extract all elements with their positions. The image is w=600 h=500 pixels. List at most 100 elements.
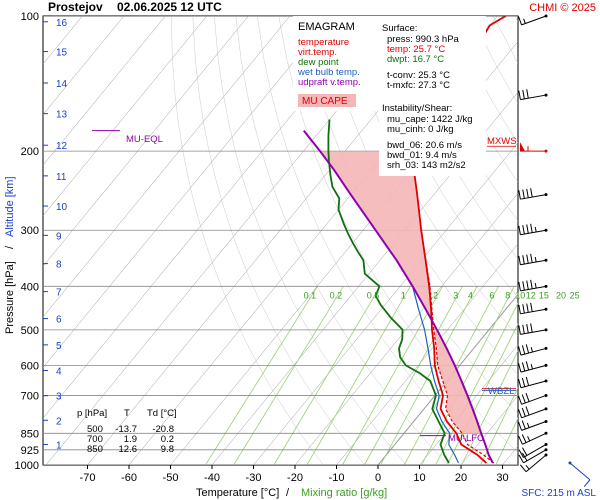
wind-barb-flag [521,377,526,387]
wind-barb-half-flag [523,18,526,24]
mixing-ratio-label: 12 [526,290,536,300]
wind-barb-base [544,346,548,350]
altitude-label: 16 [56,18,68,29]
x-tick-label: -10 [329,472,345,484]
wind-barb-flag [521,407,526,417]
y-tick-label: 600 [21,360,39,372]
mixing-ratio-label: 6 [489,290,494,300]
x-tick-label: -50 [163,472,179,484]
wind-barb-base [544,379,548,383]
legend-item-temperature: temperature [298,37,349,48]
wind-barb-base [544,258,548,262]
altitude-label: 9 [56,231,62,242]
wind-barb-staff [521,408,547,419]
wind-barb-half-flag [534,257,537,263]
wind-barb-base [544,328,548,332]
dry-adiabat-line [364,16,518,298]
mixing-ratio-label: 0.5 [367,290,380,300]
wind-barb-flag [522,304,525,314]
wind-barb [518,376,548,389]
surface-dwpt: dwpt: 16.7 °C [387,54,444,65]
y-axis-title-sep: / [4,245,16,249]
altitude-label: 4 [56,367,62,378]
wind-barb-flag [522,189,525,199]
wind-barb [518,419,548,431]
level-table: p [hPa] T Td [°C] 500 -13.7 -20.8 700 1.… [77,408,177,455]
altitude-label: 6 [56,315,62,326]
wind-barb-flag [526,188,529,198]
isotherm-line [336,243,518,465]
wind-barb-flag [518,190,521,200]
legend-title: EMAGRAM [298,21,355,33]
mixing-ratio-label: 8 [505,290,510,300]
info-box [379,16,486,176]
wind-barb-base [544,448,548,452]
legend-item-virt-temp: virt.temp. [298,47,337,58]
isotherm-line [377,293,518,465]
wind-barb-flag [521,434,527,443]
wind-barb-flag [519,464,527,473]
x-tick-label: 0 [375,472,381,484]
altitude-label: 14 [56,79,68,90]
wind-barb [518,223,548,236]
altitude-label: 5 [56,341,62,352]
wind-barb [568,461,591,487]
wind-barb [518,442,548,458]
wind-barb [518,431,548,445]
dry-adiabat-line [558,16,600,465]
wbzl-label: WBZL [488,386,514,397]
wind-barb-flag [530,188,533,198]
x-tick-label: 30 [496,472,508,484]
wind-barb-base [544,307,548,311]
dry-adiabat-line [385,16,518,260]
dry-adiabat-line [580,16,600,465]
wind-barb [518,392,548,405]
wind-barb-flag [525,344,530,354]
wind-barb-flag [522,447,528,456]
wind-barb-flag [525,392,530,402]
mu-cinh-value: mu_cinh: 0 J/kg [387,124,454,135]
altitude-label: 13 [56,110,68,121]
wind-barb-flag [518,90,521,100]
wind-barb-flag [521,394,526,404]
cape-badge: MU CAPE [302,96,348,107]
wind-barb-base [568,461,572,465]
wind-barb-staff [525,454,547,473]
wind-barb [518,253,548,266]
wind-barb-base [544,419,548,423]
table-cell: -20.8 [152,424,174,435]
wind-barb-staff [520,229,547,236]
y-tick-label: 100 [21,11,39,23]
wind-barb-flag [526,280,529,290]
altitude-label: 11 [56,172,67,183]
wind-barb-flag [583,479,591,487]
credit: CHMI © 2025 [529,2,596,14]
x-tick-label: -70 [80,472,96,484]
wind-barb [518,302,548,315]
isotherm-line [43,16,125,116]
wind-barb-flag [530,323,533,333]
wind-barb-staff [521,15,547,26]
table-cell: 9.8 [161,444,174,455]
wind-barb-base [544,149,548,153]
wind-barb-base [544,407,548,411]
mixing-ratio-line [495,417,518,465]
instability-header: Instability/Shear: [382,103,452,114]
table-header-t: T [124,408,130,419]
wind-barb-base [544,284,548,288]
table-cell: 12.6 [119,444,138,455]
wind-barb-staff [520,308,547,315]
mixing-ratio-line [306,286,411,465]
wind-barb [518,344,548,356]
mixing-ratio-label: 15 [539,290,549,300]
series-virt-temp-line [410,151,495,464]
mixing-ratio-label: 25 [570,290,580,300]
mixing-ratio-label: 3 [453,290,458,300]
x-axis-title-temperature: Temperature [°C] [196,487,279,499]
wind-barb-base [544,193,548,197]
wind-barb-flag [518,395,523,405]
isotherm-line [43,16,291,318]
wind-barb-flag [530,302,533,312]
altitude-label: 7 [56,288,62,299]
series-udpraft-v-temp-line [303,129,494,464]
